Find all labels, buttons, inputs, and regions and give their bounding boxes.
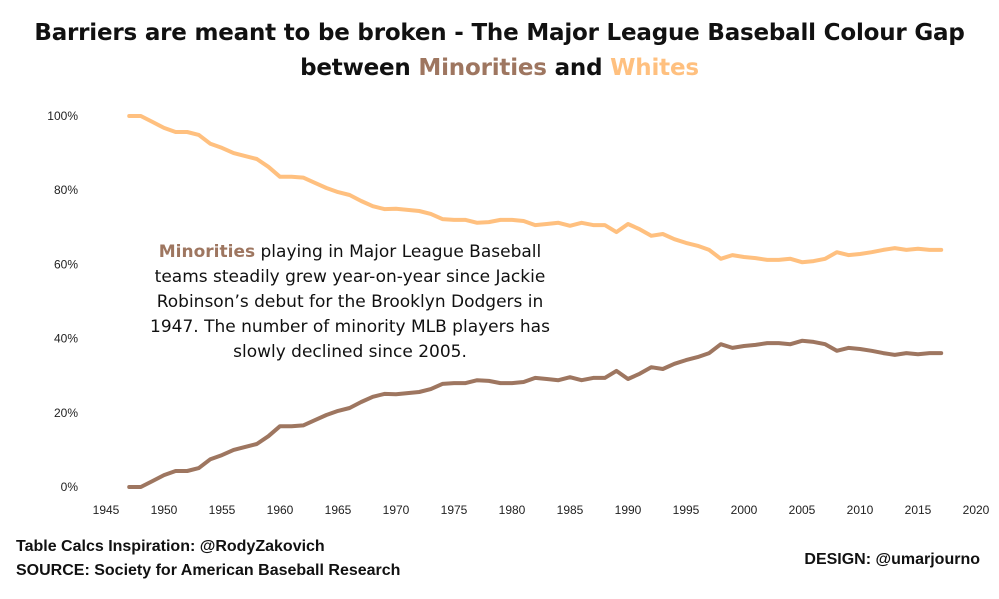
x-tick-label: 2005 <box>789 503 816 517</box>
x-tick-label: 2010 <box>847 503 874 517</box>
x-tick-label: 1960 <box>267 503 294 517</box>
title-line-2: between Minorities and Whites <box>0 51 999 86</box>
chart-title: Barriers are meant to be broken - The Ma… <box>0 16 999 86</box>
x-tick-label: 1975 <box>441 503 468 517</box>
annotation: Minorities playing in Major League Baseb… <box>130 240 570 365</box>
x-tick-label: 1945 <box>93 503 120 517</box>
y-tick-label: 0% <box>61 480 79 494</box>
annotation-text: playing in Major League Baseball teams s… <box>150 242 550 362</box>
x-tick-label: 1990 <box>615 503 642 517</box>
title-minorities: Minorities <box>418 55 547 81</box>
title-prefix: between <box>300 55 419 81</box>
x-tick-label: 1955 <box>209 503 236 517</box>
x-tick-label: 2020 <box>963 503 990 517</box>
annotation-highlight: Minorities <box>158 242 256 262</box>
title-and: and <box>546 55 611 81</box>
x-tick-label: 1985 <box>557 503 584 517</box>
x-tick-label: 1950 <box>151 503 178 517</box>
y-tick-label: 60% <box>54 257 78 271</box>
footer-design: DESIGN: @umarjourno <box>804 551 980 568</box>
series-line-whites <box>127 114 944 265</box>
title-whites: Whites <box>610 55 699 81</box>
y-tick-label: 20% <box>54 406 78 420</box>
x-tick-label: 2000 <box>731 503 758 517</box>
footer-credits: Table Calcs Inspiration: @RodyZakovich S… <box>16 535 400 583</box>
title-line-1: Barriers are meant to be broken - The Ma… <box>34 20 965 46</box>
y-tick-label: 100% <box>47 109 78 123</box>
footer-inspiration: Table Calcs Inspiration: @RodyZakovich <box>16 538 325 555</box>
y-tick-label: 40% <box>54 332 78 346</box>
x-tick-label: 1980 <box>499 503 526 517</box>
x-tick-label: 2015 <box>905 503 932 517</box>
x-tick-label: 1995 <box>673 503 700 517</box>
footer-source: SOURCE: Society for American Baseball Re… <box>16 562 401 579</box>
x-tick-label: 1970 <box>383 503 410 517</box>
x-tick-label: 1965 <box>325 503 352 517</box>
series-line-minorities <box>127 338 944 489</box>
y-tick-label: 80% <box>54 183 78 197</box>
